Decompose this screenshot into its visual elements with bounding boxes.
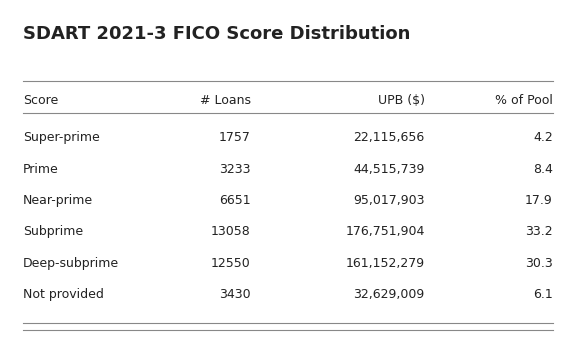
Text: SDART 2021-3 FICO Score Distribution: SDART 2021-3 FICO Score Distribution	[23, 25, 410, 43]
Text: 32,629,009: 32,629,009	[353, 288, 425, 301]
Text: Prime: Prime	[23, 163, 59, 176]
Text: % of Pool: % of Pool	[495, 94, 553, 108]
Text: 176,751,904: 176,751,904	[345, 225, 425, 239]
Text: Near-prime: Near-prime	[23, 194, 93, 207]
Text: 17.9: 17.9	[525, 194, 553, 207]
Text: Super-prime: Super-prime	[23, 131, 100, 145]
Text: 161,152,279: 161,152,279	[345, 257, 425, 270]
Text: 13058: 13058	[211, 225, 251, 239]
Text: 1757: 1757	[219, 131, 251, 145]
Text: 33.2: 33.2	[526, 225, 553, 239]
Text: Subprime: Subprime	[23, 225, 83, 239]
Text: UPB ($): UPB ($)	[378, 94, 425, 108]
Text: 12550: 12550	[211, 257, 251, 270]
Text: 44,515,739: 44,515,739	[353, 163, 425, 176]
Text: Not provided: Not provided	[23, 288, 104, 301]
Text: 8.4: 8.4	[533, 163, 553, 176]
Text: 6.1: 6.1	[533, 288, 553, 301]
Text: Score: Score	[23, 94, 58, 108]
Text: 3430: 3430	[219, 288, 251, 301]
Text: 95,017,903: 95,017,903	[353, 194, 425, 207]
Text: Deep-subprime: Deep-subprime	[23, 257, 119, 270]
Text: 22,115,656: 22,115,656	[353, 131, 425, 145]
Text: 4.2: 4.2	[533, 131, 553, 145]
Text: # Loans: # Loans	[200, 94, 251, 108]
Text: 30.3: 30.3	[525, 257, 553, 270]
Text: 3233: 3233	[219, 163, 251, 176]
Text: 6651: 6651	[219, 194, 251, 207]
